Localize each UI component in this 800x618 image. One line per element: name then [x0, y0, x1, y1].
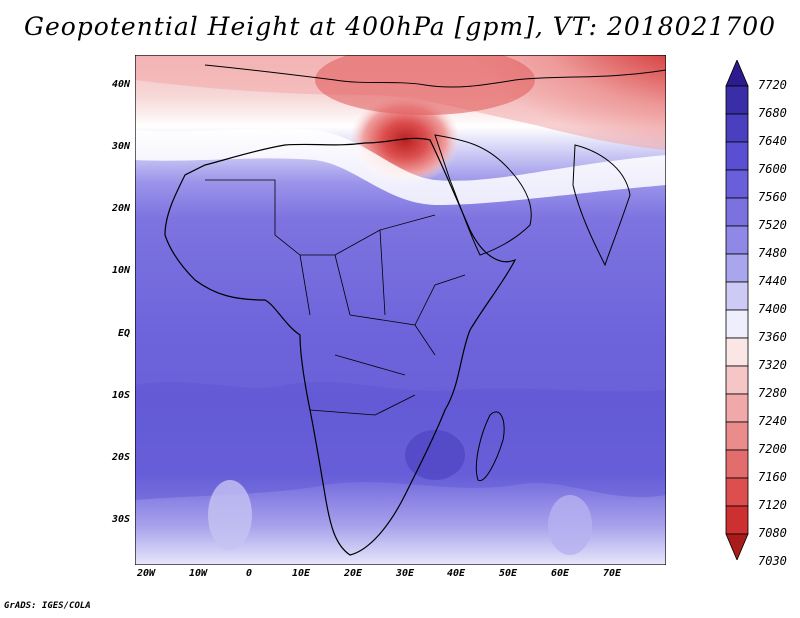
colorbar-cell: [725, 253, 749, 283]
lat-label-40n: 40N: [111, 79, 130, 90]
colorbar-label: 7680: [758, 106, 787, 120]
indian-ocean-ridge: [548, 495, 592, 555]
colorbar-cell: [725, 225, 749, 255]
colorbar-label: 7200: [758, 442, 787, 456]
colorbar-cell: [725, 85, 749, 115]
madagascar-outline: [475, 411, 505, 482]
chart-title: Geopotential Height at 400hPa [gpm], VT:…: [23, 12, 777, 41]
colorbar-label: 7280: [758, 386, 787, 400]
colorbar-label: 7720: [758, 78, 787, 92]
colorbar-cell: [725, 141, 749, 171]
colorbar: [725, 60, 749, 560]
lon-label-30e: 30E: [395, 568, 415, 579]
colorbar-cell: [725, 169, 749, 199]
lat-label-30s: 30S: [111, 514, 130, 525]
lon-label-70e: 70E: [602, 568, 622, 579]
colorbar-label: 7560: [758, 190, 787, 204]
colorbar-label: 7030: [758, 554, 787, 568]
colorbar-cell: [725, 337, 749, 367]
lat-label-20s: 20S: [111, 452, 130, 463]
colorbar-cell: [725, 421, 749, 451]
colorbar-cell: [725, 393, 749, 423]
colorbar-cell: [725, 309, 749, 339]
colorbar-cell: [725, 505, 749, 535]
colorbar-cell: [725, 365, 749, 395]
colorbar-label: 7120: [758, 498, 787, 512]
colorbar-cell: [725, 197, 749, 227]
lon-label-20w: 20W: [136, 568, 156, 579]
mediterranean-red: [315, 45, 535, 115]
colorbar-top-triangle: [725, 60, 749, 87]
lat-label-30n: 30N: [111, 141, 130, 152]
country-borders: [205, 179, 466, 416]
lon-label-50e: 50E: [498, 568, 518, 579]
colorbar-label: 7440: [758, 274, 787, 288]
lon-label-20e: 20E: [343, 568, 363, 579]
lon-label-60e: 60E: [550, 568, 570, 579]
lat-label-eq: EQ: [117, 328, 130, 339]
southern-blue-band: [135, 382, 666, 500]
lon-label-10e: 10E: [291, 568, 311, 579]
india-outline: [572, 144, 631, 267]
colorbar-label: 7160: [758, 470, 787, 484]
colorbar-label: 7080: [758, 526, 787, 540]
africa-outline: [164, 137, 517, 556]
colorbar-label: 7240: [758, 414, 787, 428]
lat-label-10s: 10S: [111, 390, 130, 401]
colorbar-label: 7320: [758, 358, 787, 372]
colorbar-label: 7520: [758, 218, 787, 232]
lat-label-10n: 10N: [111, 265, 130, 276]
south-atlantic-ridge: [208, 480, 252, 550]
colorbar-cell: [725, 477, 749, 507]
lon-label-0: 0: [245, 568, 253, 579]
colorbar-label: 7480: [758, 246, 787, 260]
height-field-map: [134, 10, 755, 566]
lat-label-20n: 20N: [111, 203, 130, 214]
lon-label-10w: 10W: [188, 568, 208, 579]
colorbar-label: 7360: [758, 330, 787, 344]
colorbar-label: 7640: [758, 134, 787, 148]
colorbar-label: 7600: [758, 162, 787, 176]
colorbar-bottom-triangle: [725, 533, 749, 560]
colorbar-cell: [725, 281, 749, 311]
europe-coast: [204, 64, 667, 88]
grads-credit: GrADS: IGES/COLA: [4, 601, 91, 611]
arabia-outline: [434, 134, 532, 256]
colorbar-label: 7400: [758, 302, 787, 316]
lon-label-40e: 40E: [446, 568, 466, 579]
colorbar-cell: [725, 113, 749, 143]
transition-band: [135, 128, 666, 205]
colorbar-cell: [725, 449, 749, 479]
mozambique-low: [405, 430, 465, 480]
map-panel: [134, 10, 755, 566]
